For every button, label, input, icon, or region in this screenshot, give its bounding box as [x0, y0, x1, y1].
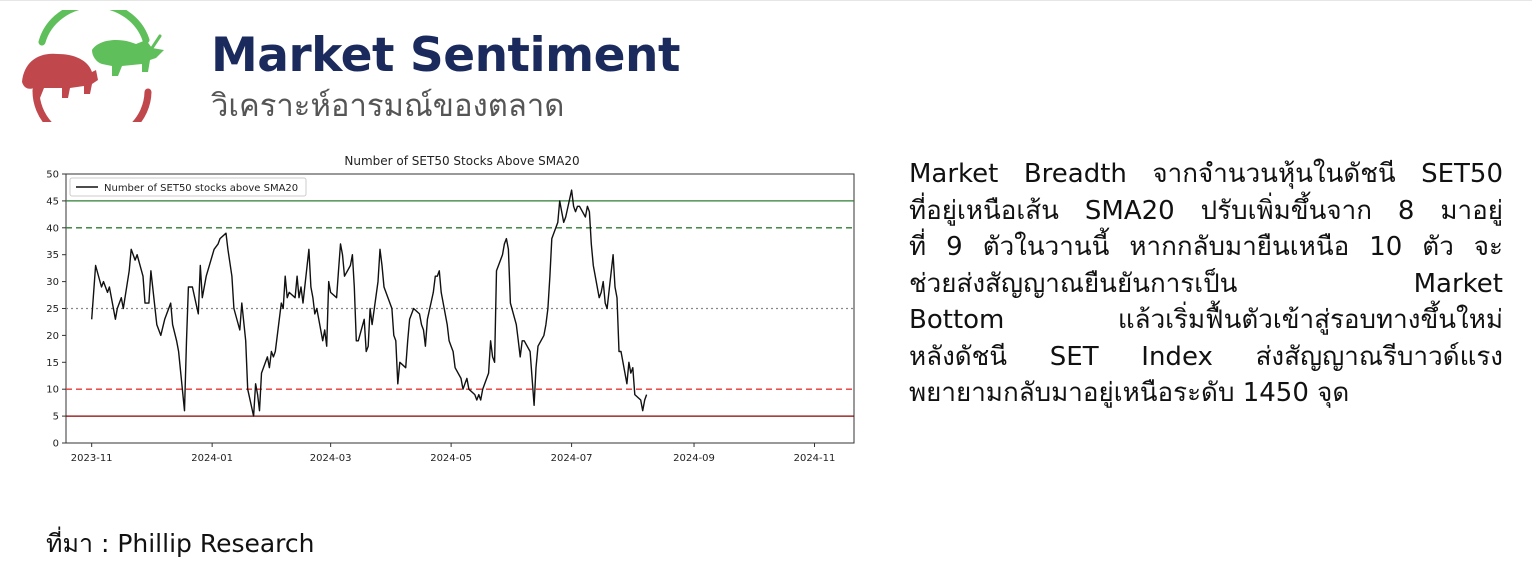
y-tick-label: 20 — [46, 331, 59, 342]
bull-bear-logo-icon — [22, 10, 164, 122]
y-tick-label: 45 — [46, 196, 59, 207]
legend-label: Number of SET50 stocks above SMA20 — [104, 183, 298, 194]
y-tick-label: 35 — [46, 250, 59, 261]
y-tick-label: 40 — [46, 223, 59, 234]
commentary-line: Market Breadth จากจำนวนหุ้นในดัชนี SET50 — [909, 159, 1503, 189]
commentary-line: ที่ 9 ตัวในวานนี้ หากกลับมายืนเหนือ 10 ต… — [909, 232, 1503, 262]
y-tick-label: 5 — [53, 412, 59, 423]
x-tick-label: 2024-03 — [310, 453, 352, 464]
y-tick-label: 50 — [46, 170, 59, 181]
commentary-line: หลังดัชนี SET Index ส่งสัญญาณรีบาวด์แรง — [909, 341, 1503, 372]
source-note: ที่มา : Phillip Research — [46, 529, 315, 558]
x-tick-label: 2023-11 — [71, 453, 113, 464]
x-tick-label: 2024-01 — [191, 453, 233, 464]
x-tick-label: 2024-11 — [794, 453, 836, 464]
breadth-line-chart: Number of SET50 Stocks Above SMA20 0 5 10 1… — [46, 154, 855, 464]
commentary-line: พยายามกลับมาอยู่เหนือระดับ 1450 จุด — [909, 378, 1350, 408]
market-commentary: Market Breadth จากจำนวนหุ้นในดัชนี SET50… — [909, 156, 1503, 412]
page-subtitle: วิเคราะห์อารมณ์ของตลาด — [211, 88, 565, 124]
commentary-line: ที่อยู่เหนือเส้น SMA20 ปรับเพิ่มขึ้นจาก … — [909, 195, 1503, 226]
legend-box — [69, 177, 307, 197]
top-divider — [0, 0, 1532, 1]
y-tick-label: 0 — [53, 439, 59, 450]
y-tick-label: 30 — [46, 277, 59, 288]
series-line — [91, 189, 648, 417]
y-tick-label: 25 — [46, 304, 59, 315]
x-axis: 2023-11 2024-01 2024-03 2024-05 2024-07 2024-… — [71, 443, 836, 464]
x-tick-label: 2024-05 — [430, 453, 472, 464]
y-axis: 0 5 10 15 20 25 30 35 40 45 50 — [46, 170, 66, 450]
x-tick-label: 2024-07 — [551, 453, 593, 464]
commentary-line: ช่วยส่งสัญญาณยืนยันการเป็น Market — [909, 268, 1503, 299]
legend: Number of SET50 stocks above SMA20 — [69, 177, 307, 197]
chart-title: Number of SET50 Stocks Above SMA20 — [344, 154, 579, 168]
page-title: Market Sentiment — [211, 28, 680, 83]
y-tick-label: 10 — [46, 385, 59, 396]
series-layer — [91, 189, 648, 417]
y-tick-label: 15 — [46, 358, 59, 369]
commentary-line: Bottom แล้วเริ่มฟื้นตัวเข้าสู่รอบทางขึ้น… — [909, 305, 1503, 335]
x-tick-label: 2024-09 — [673, 453, 715, 464]
